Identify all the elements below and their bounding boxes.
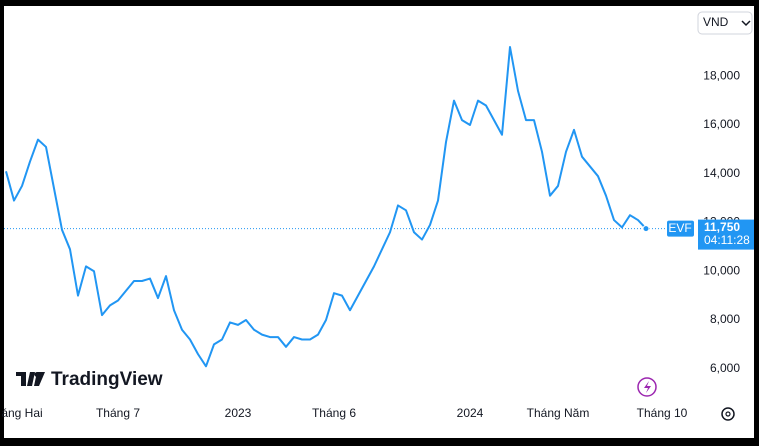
currency-label[interactable]: VND [703, 15, 729, 29]
last-price-label: 11,750 [704, 220, 740, 234]
y-tick-label: 16,000 [703, 117, 740, 131]
symbol-label: EVF [668, 221, 691, 235]
logo-icon[interactable] [16, 372, 40, 386]
y-tick-label: 8,000 [710, 312, 740, 326]
x-tick-label: áng Hai [1, 406, 42, 420]
brand-logo[interactable]: TradingView [16, 369, 163, 390]
chart-background [4, 6, 754, 438]
logo-icon-part[interactable] [34, 372, 45, 386]
x-tick-label: Tháng 7 [96, 406, 140, 420]
x-tick-label: Tháng 6 [312, 406, 356, 420]
price-box [698, 219, 754, 250]
currency-selector[interactable]: VND [697, 11, 753, 35]
y-tick-label: 18,000 [703, 68, 740, 82]
x-tick-label: 2024 [457, 406, 484, 420]
countdown-label: 04:11:28 [704, 233, 750, 247]
flash-button[interactable] [637, 377, 657, 397]
price-line [5, 46, 647, 368]
x-tick-label: Tháng 10 [637, 406, 688, 420]
x-tick-label: 2023 [225, 406, 252, 420]
dropdown-arrow[interactable] [741, 20, 751, 27]
settings-button[interactable] [721, 407, 735, 421]
flash-icon[interactable] [644, 381, 651, 393]
symbol-box [667, 220, 694, 237]
brand-name[interactable]: TradingView [51, 369, 163, 390]
last-price-dot [642, 225, 650, 233]
y-tick-label: 14,000 [703, 166, 740, 180]
gear-center[interactable] [725, 411, 731, 417]
currency-box[interactable] [697, 11, 753, 35]
y-tick-label: 6,000 [710, 361, 740, 375]
y-tick-label: 10,000 [703, 263, 740, 277]
gear-icon[interactable] [721, 407, 735, 421]
x-tick-label: Tháng Năm [527, 406, 590, 420]
